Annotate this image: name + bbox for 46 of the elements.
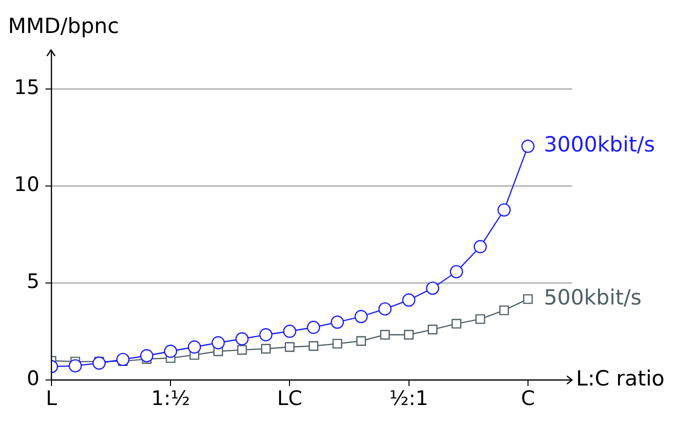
point — [354, 310, 368, 324]
point — [235, 332, 249, 346]
y-tick-label: 10 — [14, 172, 40, 196]
series-label: 500kbit/s — [544, 286, 642, 310]
point — [308, 341, 318, 351]
point — [474, 240, 487, 254]
point — [426, 282, 440, 295]
y-tick-label: 15 — [14, 75, 40, 100]
point — [404, 330, 414, 340]
point — [523, 294, 533, 304]
x-tick-label: 1:½ — [151, 386, 190, 410]
point — [259, 328, 272, 342]
point — [164, 344, 178, 358]
point — [140, 349, 154, 362]
x-tick-label: L — [46, 386, 58, 410]
x-tick-label: ½:1 — [389, 386, 428, 410]
point — [452, 318, 462, 329]
point — [188, 340, 201, 354]
y-tick-label: 0 — [26, 366, 40, 390]
point — [237, 345, 247, 355]
series-label: 3000kbit/s — [544, 132, 655, 157]
point — [450, 265, 464, 278]
point — [306, 320, 320, 334]
point — [499, 305, 509, 316]
point — [428, 324, 438, 334]
point — [356, 336, 366, 346]
x-tick-label: LC — [277, 386, 302, 410]
point — [498, 203, 511, 217]
point — [378, 302, 392, 316]
point — [116, 352, 130, 366]
point — [475, 314, 486, 324]
point — [330, 316, 344, 329]
point — [380, 330, 390, 340]
point — [68, 359, 82, 372]
x-tick-label: C — [520, 386, 535, 410]
point — [521, 140, 535, 153]
point — [261, 344, 271, 354]
point — [92, 356, 106, 370]
y-axis-title: MMD/bpnc — [8, 14, 119, 38]
point — [284, 342, 295, 352]
y-tick-label: 5 — [26, 269, 40, 294]
point — [332, 338, 342, 349]
x-axis-title: L:C ratio — [576, 366, 665, 390]
point — [212, 336, 225, 350]
point — [402, 293, 416, 307]
point — [283, 324, 296, 338]
